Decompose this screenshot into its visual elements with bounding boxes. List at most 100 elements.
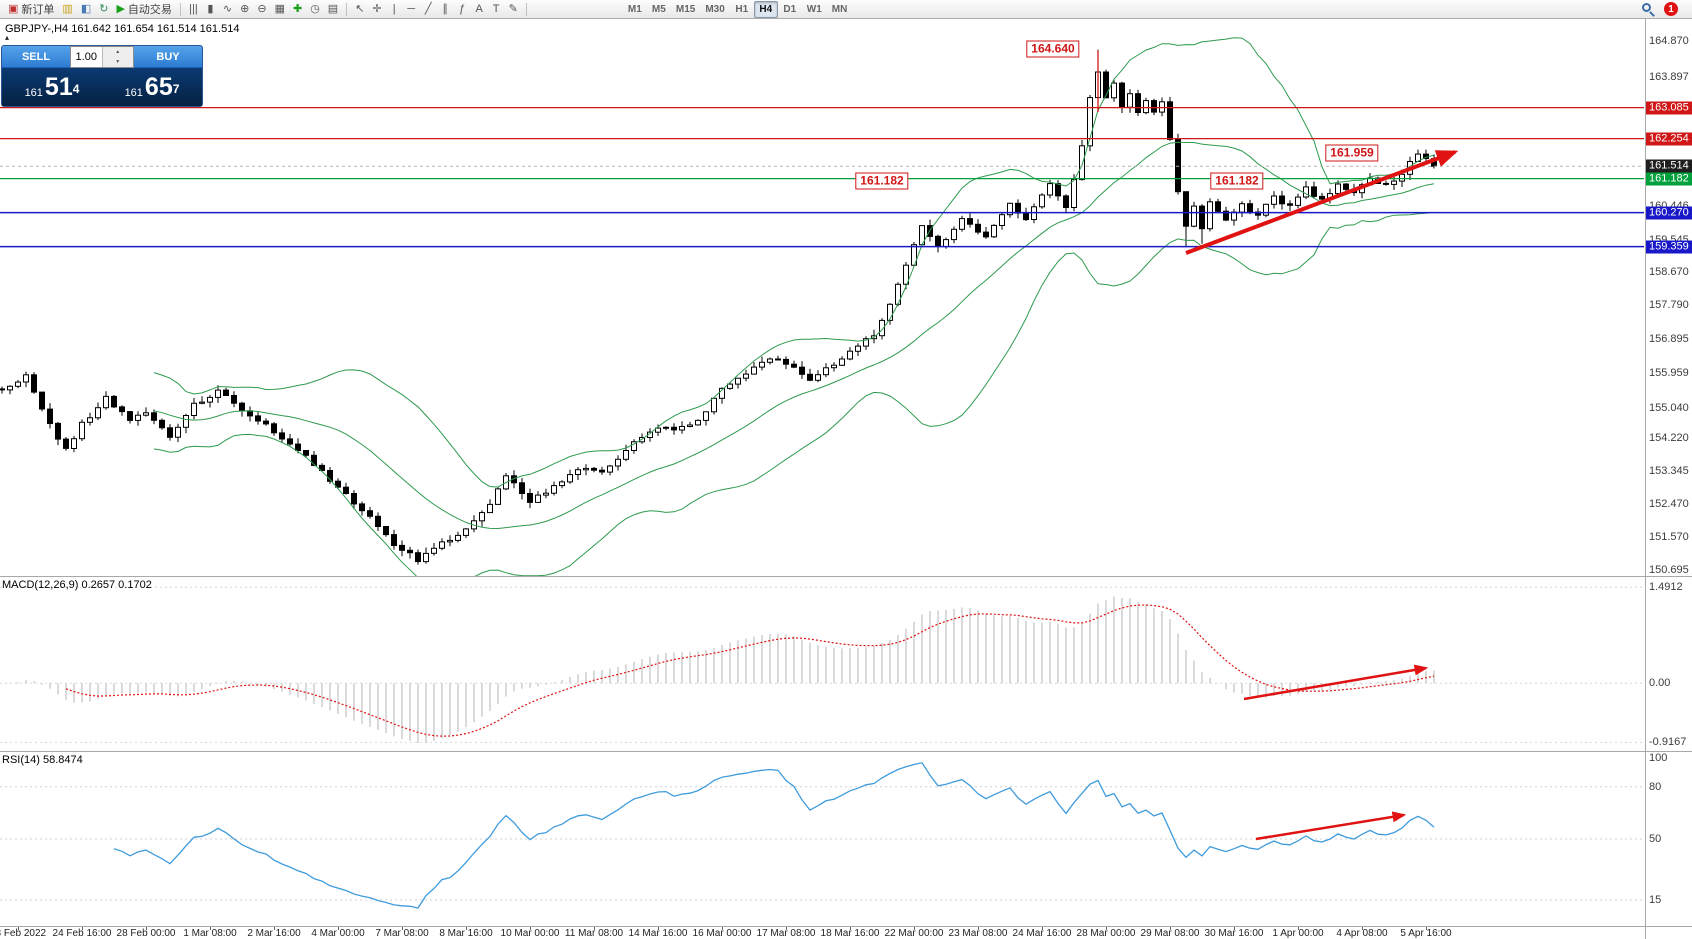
price-callout[interactable]: 164.640 bbox=[1026, 40, 1080, 58]
main-trend-arrow bbox=[1185, 150, 1459, 255]
price-axis-grid-label: 150.695 bbox=[1649, 563, 1689, 576]
horizontal-line-button[interactable]: ─ bbox=[403, 1, 420, 18]
time-axis-label: 24 Mar 16:00 bbox=[1012, 928, 1072, 939]
charts-button[interactable]: ▥ bbox=[58, 1, 76, 18]
zoom-out-button[interactable]: ⊖ bbox=[253, 1, 270, 18]
templates-icon: ▤ bbox=[327, 2, 339, 15]
time-axis-label: 1 Apr 00:00 bbox=[1272, 928, 1324, 939]
profiles-icon: ◧ bbox=[80, 2, 92, 15]
buy-price[interactable]: 161 65 7 bbox=[124, 73, 180, 101]
timeframe-mn[interactable]: MN bbox=[831, 3, 848, 15]
rsi-indicator-label: RSI(14) 58.8474 bbox=[2, 754, 83, 766]
zoom-in-icon: ⊕ bbox=[240, 2, 250, 15]
timeframe-m15[interactable]: M15 bbox=[675, 3, 696, 15]
label-button[interactable]: T bbox=[488, 1, 505, 18]
tile-windows-icon: ▦ bbox=[274, 2, 285, 15]
macd-indicator-label: MACD(12,26,9) 0.2657 0.1702 bbox=[2, 579, 152, 591]
candlestick-button[interactable]: ▮ bbox=[202, 1, 219, 18]
time-axis-label: 16 Mar 00:00 bbox=[692, 928, 752, 939]
refresh-button[interactable]: ↻ bbox=[95, 1, 112, 18]
timeframe-group: M1 M5 M15 M30 H1 H4 D1 W1 MN bbox=[623, 0, 852, 18]
rsi-scale-label: 50 bbox=[1649, 833, 1662, 845]
chart-canvas[interactable] bbox=[0, 0, 1645, 939]
timeframe-h4[interactable]: H4 bbox=[753, 0, 778, 18]
profiles-button[interactable]: ◧ bbox=[77, 1, 95, 18]
new-order-button[interactable]: ▣ 新订单 bbox=[4, 1, 58, 18]
bar-chart-icon: ||| bbox=[189, 2, 198, 15]
toolbar: ▣ 新订单 ▥ ◧ ↻ ▶ 自动交易 ||| ▮ ∿ ⊕ ⊖ ▦ ✚ ◷ ▤ ↖ ✛ | ─ ╱ ∥ ƒ A T ✎ M1 M5… bbox=[0, 0, 1692, 19]
pane-separator[interactable] bbox=[0, 751, 1692, 752]
autotrading-icon: ▶ bbox=[116, 2, 125, 15]
horizontal-line-icon: ─ bbox=[407, 2, 416, 15]
time-axis-tick bbox=[978, 927, 979, 930]
pane-separator[interactable] bbox=[0, 576, 1692, 577]
timeframe-d1[interactable]: D1 bbox=[783, 3, 797, 15]
time-axis-tick bbox=[1234, 927, 1235, 930]
timeframe-m30[interactable]: M30 bbox=[705, 3, 725, 15]
time-axis-tick bbox=[1362, 927, 1363, 930]
timeframe-w1[interactable]: W1 bbox=[806, 3, 822, 15]
time-axis-tick bbox=[594, 927, 595, 930]
arrows-button[interactable]: ✎ bbox=[505, 1, 522, 18]
time-axis-tick bbox=[1426, 927, 1427, 930]
macd-trend-arrow bbox=[1243, 664, 1429, 701]
bar-chart-button[interactable]: ||| bbox=[185, 1, 202, 18]
price-axis-grid-label: 154.220 bbox=[1649, 432, 1689, 445]
time-axis-label: 8 Mar 16:00 bbox=[439, 928, 493, 939]
tile-windows-button[interactable]: ▦ bbox=[271, 1, 289, 18]
vertical-line-button[interactable]: | bbox=[386, 1, 403, 18]
time-axis-tick bbox=[786, 927, 787, 930]
volume-stepper[interactable]: 1.00 ▲ ▼ bbox=[70, 46, 134, 68]
line-chart-button[interactable]: ∿ bbox=[219, 1, 236, 18]
time-axis-label: 10 Mar 00:00 bbox=[500, 928, 560, 939]
label-icon: T bbox=[492, 2, 500, 15]
periods-button[interactable]: ◷ bbox=[306, 1, 324, 18]
crosshair-button[interactable]: ✛ bbox=[368, 1, 385, 18]
autotrading-button[interactable]: ▶ 自动交易 bbox=[112, 1, 175, 18]
one-click-panel-toggle[interactable]: ▴ bbox=[5, 33, 10, 42]
time-axis-label: 17 Mar 08:00 bbox=[756, 928, 816, 939]
price-axis-grid-label: 156.895 bbox=[1649, 332, 1689, 345]
templates-button[interactable]: ▤ bbox=[324, 1, 342, 18]
rsi-scale-label: 80 bbox=[1649, 780, 1662, 793]
timeframe-h1[interactable]: H1 bbox=[735, 3, 749, 15]
new-order-button-label: 新订单 bbox=[21, 4, 55, 16]
price-axis-grid-label: 163.897 bbox=[1649, 71, 1689, 84]
text-button[interactable]: A bbox=[471, 1, 488, 18]
time-axis-label: 22 Mar 00:00 bbox=[884, 928, 944, 939]
one-click-trading-panel: SELL 1.00 ▲ ▼ BUY 161 51 4 161 65 7 bbox=[1, 45, 203, 107]
volume-down-icon[interactable]: ▼ bbox=[102, 57, 133, 67]
channel-button[interactable]: ∥ bbox=[437, 1, 454, 18]
timeframe-m5[interactable]: M5 bbox=[651, 3, 666, 15]
time-axis-tick bbox=[1106, 927, 1107, 930]
price-callout[interactable]: 161.182 bbox=[855, 172, 909, 190]
time-axis-label: 30 Mar 16:00 bbox=[1204, 928, 1264, 939]
periods-icon: ◷ bbox=[310, 2, 320, 15]
timeframe-m1[interactable]: M1 bbox=[627, 3, 642, 15]
price-axis-grid-label: 155.040 bbox=[1649, 401, 1689, 414]
search-icon[interactable] bbox=[1642, 3, 1655, 17]
charts-icon: ▥ bbox=[62, 2, 73, 15]
indicators-button[interactable]: ✚ bbox=[289, 1, 306, 18]
volume-up-icon[interactable]: ▲ bbox=[102, 47, 133, 57]
time-axis-tick bbox=[658, 927, 659, 930]
time-axis-label: 28 Mar 00:00 bbox=[1076, 928, 1136, 939]
cursor-button[interactable]: ↖ bbox=[351, 1, 368, 18]
zoom-in-button[interactable]: ⊕ bbox=[236, 1, 253, 18]
fibonacci-button[interactable]: ƒ bbox=[454, 1, 471, 18]
volume-value[interactable]: 1.00 bbox=[75, 51, 97, 63]
macd-scale-label: 0.00 bbox=[1649, 677, 1671, 690]
time-axis-label: 7 Mar 08:00 bbox=[375, 928, 429, 939]
price-callout[interactable]: 161.182 bbox=[1210, 172, 1264, 190]
notification-badge[interactable]: 1 bbox=[1664, 2, 1678, 16]
price-callout[interactable]: 161.959 bbox=[1325, 144, 1379, 162]
time-axis-tick bbox=[1298, 927, 1299, 930]
autotrading-button-label: 自动交易 bbox=[127, 4, 172, 16]
trendline-button[interactable]: ╱ bbox=[420, 1, 437, 18]
sell-button[interactable]: SELL bbox=[2, 46, 70, 68]
time-axis-tick bbox=[530, 927, 531, 930]
buy-button[interactable]: BUY bbox=[134, 46, 202, 68]
time-axis-label: 2 Mar 16:00 bbox=[247, 928, 301, 939]
sell-price[interactable]: 161 51 4 bbox=[24, 73, 80, 101]
